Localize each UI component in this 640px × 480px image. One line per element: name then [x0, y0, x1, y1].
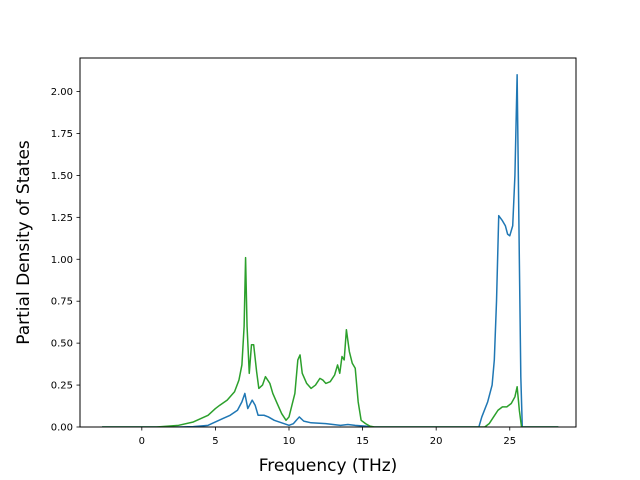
- y-tick-label: 1.25: [51, 213, 73, 224]
- y-tick-label: 0.00: [51, 423, 73, 434]
- axes-frame: [79, 57, 577, 428]
- series-line-0: [102, 74, 559, 427]
- y-tick-label: 0.75: [51, 297, 73, 308]
- x-tick-label: 10: [283, 436, 296, 447]
- y-tick-label: 1.00: [51, 255, 73, 266]
- y-axis-ticks: 0.00 0.25 0.50 0.75 1.00 1.25 1.50 1.75 2.00: [51, 87, 80, 434]
- y-tick-label: 1.50: [51, 171, 73, 182]
- x-tick-label: 25: [503, 436, 516, 447]
- y-tick-label: 0.50: [51, 339, 73, 350]
- y-tick-label: 2.00: [51, 87, 73, 98]
- x-tick-label: 5: [212, 436, 218, 447]
- y-tick-label: 1.75: [51, 129, 73, 140]
- y-axis-title: Partial Density of States: [14, 140, 34, 345]
- x-axis-title: Frequency (THz): [259, 456, 398, 476]
- x-tick-label: 15: [356, 436, 369, 447]
- plot-area: [102, 74, 559, 427]
- x-tick-label: 0: [139, 436, 145, 447]
- x-tick-label: 20: [430, 436, 443, 447]
- series-line-1: [102, 256, 559, 427]
- x-axis-ticks: 0 5 10 15 20 25: [139, 427, 516, 447]
- y-tick-label: 0.25: [51, 381, 73, 392]
